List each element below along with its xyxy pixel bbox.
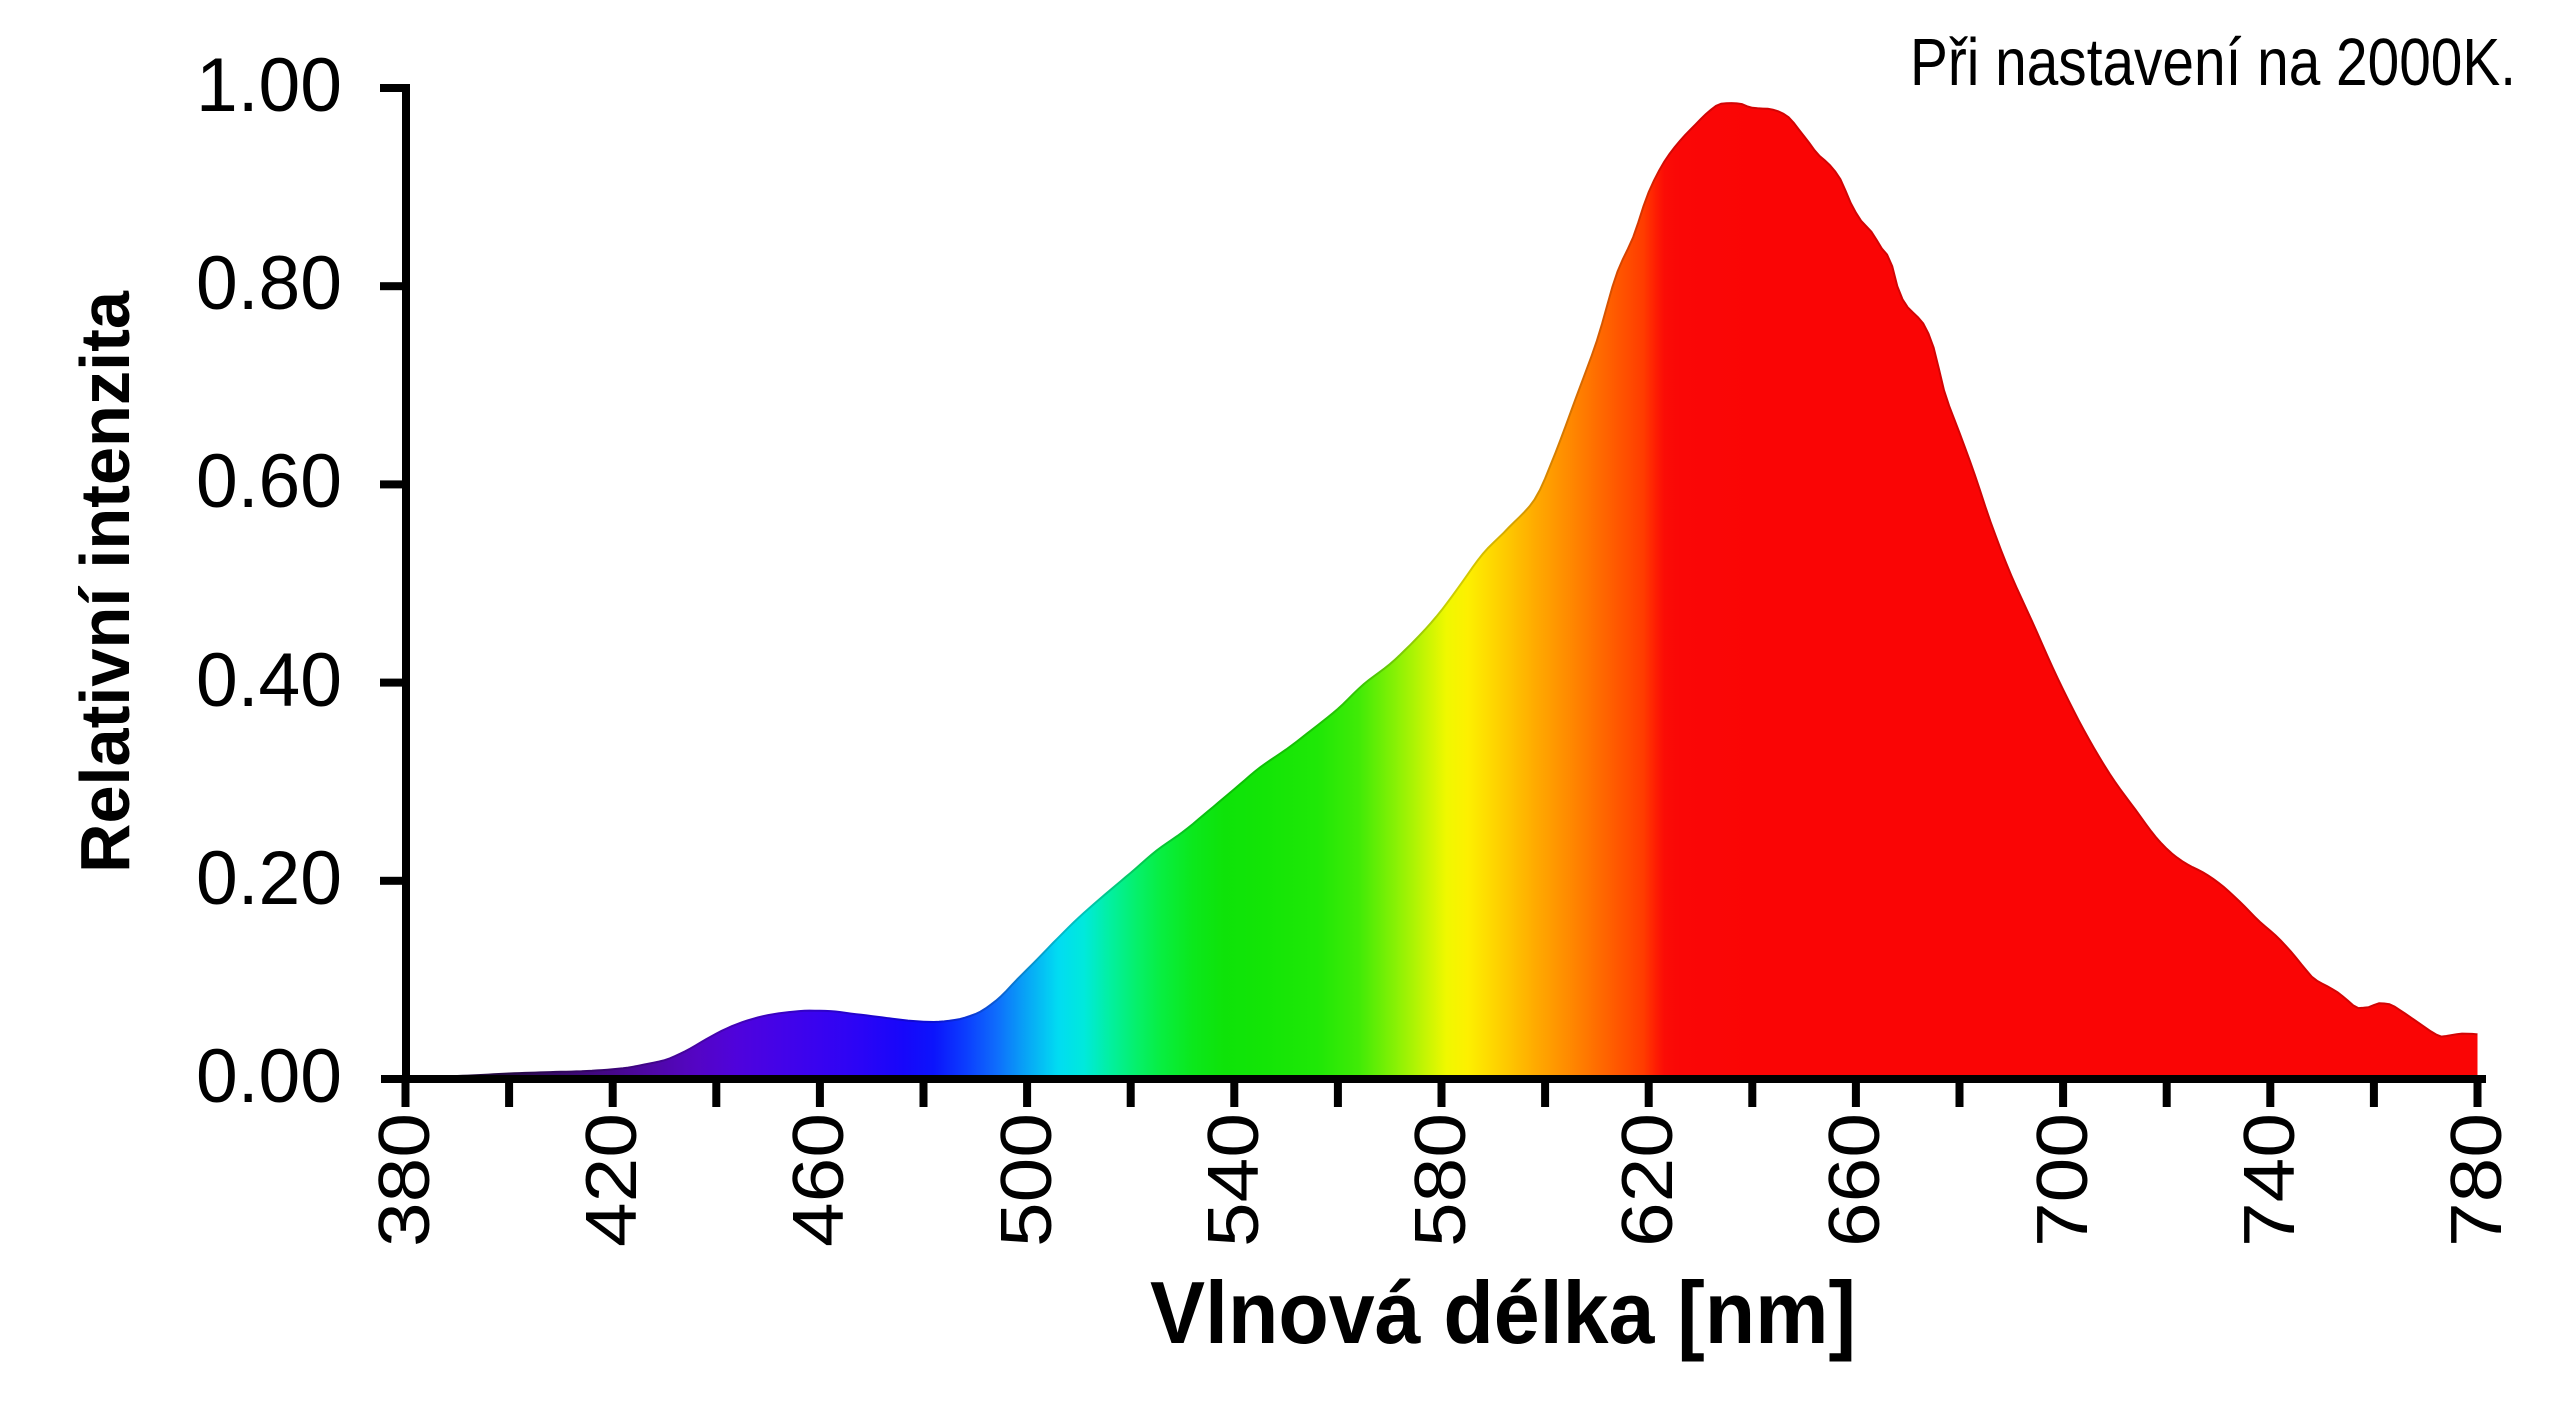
svg-text:0.80: 0.80 bbox=[196, 241, 342, 326]
svg-text:620: 620 bbox=[1608, 1113, 1688, 1247]
svg-text:660: 660 bbox=[1815, 1113, 1895, 1247]
svg-text:780: 780 bbox=[2437, 1113, 2517, 1247]
svg-text:0.60: 0.60 bbox=[196, 439, 342, 524]
svg-text:580: 580 bbox=[1401, 1113, 1481, 1247]
svg-text:380: 380 bbox=[365, 1113, 445, 1247]
svg-text:500: 500 bbox=[987, 1113, 1067, 1247]
svg-text:Při nastavení na 2000K.: Při nastavení na 2000K. bbox=[1910, 25, 2516, 100]
svg-text:740: 740 bbox=[2230, 1113, 2310, 1247]
svg-text:0.00: 0.00 bbox=[196, 1034, 342, 1119]
svg-text:420: 420 bbox=[572, 1113, 652, 1247]
svg-text:700: 700 bbox=[2023, 1113, 2103, 1247]
svg-text:0.40: 0.40 bbox=[196, 638, 342, 723]
svg-text:Relativní intenzita: Relativní intenzita bbox=[66, 290, 144, 873]
svg-text:0.20: 0.20 bbox=[196, 836, 342, 921]
svg-text:540: 540 bbox=[1194, 1113, 1274, 1247]
svg-text:1.00: 1.00 bbox=[196, 43, 342, 128]
svg-text:460: 460 bbox=[779, 1113, 859, 1247]
svg-text:Vlnová délka [nm]: Vlnová délka [nm] bbox=[1150, 1263, 1856, 1362]
